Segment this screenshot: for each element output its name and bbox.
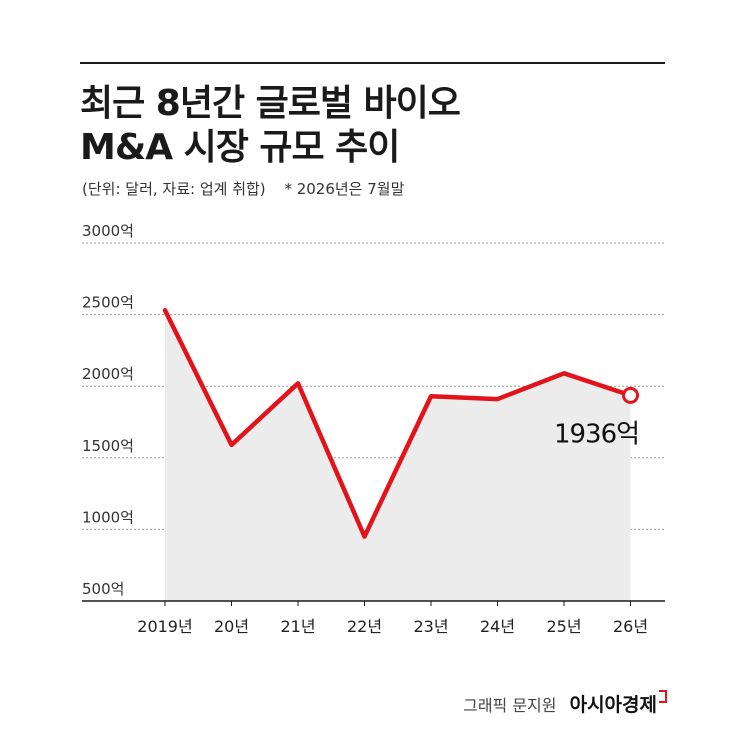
x-tick-label-4: 23년: [413, 617, 448, 636]
x-tick-label-1: 20년: [214, 617, 249, 636]
y-tick-label-2500: 2500억: [82, 294, 134, 312]
x-tick-label-2: 21년: [280, 617, 315, 636]
y-tick-label-1000: 1000억: [82, 508, 134, 526]
x-tick-label-5: 24년: [480, 617, 515, 636]
x-tick-labels: 2019년 20년 21년 22년 23년 24년 25년 26년: [137, 617, 648, 636]
chart-notes: (단위: 달러, 자료: 업계 취합) * 2026년은 7월말: [82, 178, 404, 199]
title-rule: [80, 62, 665, 64]
series-polyline: [162, 308, 633, 539]
x-tick-label-0: 2019년: [137, 617, 192, 636]
y-tick-labels: 500억 1000억 1500억 2000억 2500억 3000억: [82, 222, 134, 598]
graphic-credit: 그래픽 문지원: [463, 696, 557, 715]
y-tick-label-3000: 3000억: [82, 222, 134, 240]
brand-mark-icon: [659, 690, 667, 703]
data-labels: 1936억: [554, 419, 640, 449]
x-tick-label-6: 25년: [546, 617, 581, 636]
chart-title: 최근 8년간 글로벌 바이오 M&A 시장 규모 추이: [80, 82, 461, 170]
unit-source-note: (단위: 달러, 자료: 업계 취합): [82, 180, 266, 198]
x-tick-label-7: 26년: [613, 617, 648, 636]
end-point-marker: [622, 386, 639, 404]
y-tick-label-500: 500억: [82, 580, 124, 598]
data-points: [622, 386, 639, 404]
chart-title-line-2: M&A 시장 규모 추이: [80, 127, 400, 168]
data-label-7: 1936억: [554, 419, 639, 449]
x-tick-label-3: 22년: [347, 617, 382, 636]
brand-logo: 아시아경제: [569, 694, 657, 716]
area-shape: [165, 310, 631, 601]
area-fill: [165, 310, 631, 601]
x-axis: [82, 600, 665, 606]
y-tick-label-2000: 2000억: [82, 365, 134, 383]
y-tick-label-1500: 1500억: [82, 437, 134, 455]
series-line: [162, 308, 633, 539]
period-note: * 2026년은 7월말: [284, 180, 405, 198]
footer: 그래픽 문지원 아시아경제: [463, 690, 667, 717]
chart-title-line-1: 최근 8년간 글로벌 바이오: [80, 83, 461, 124]
